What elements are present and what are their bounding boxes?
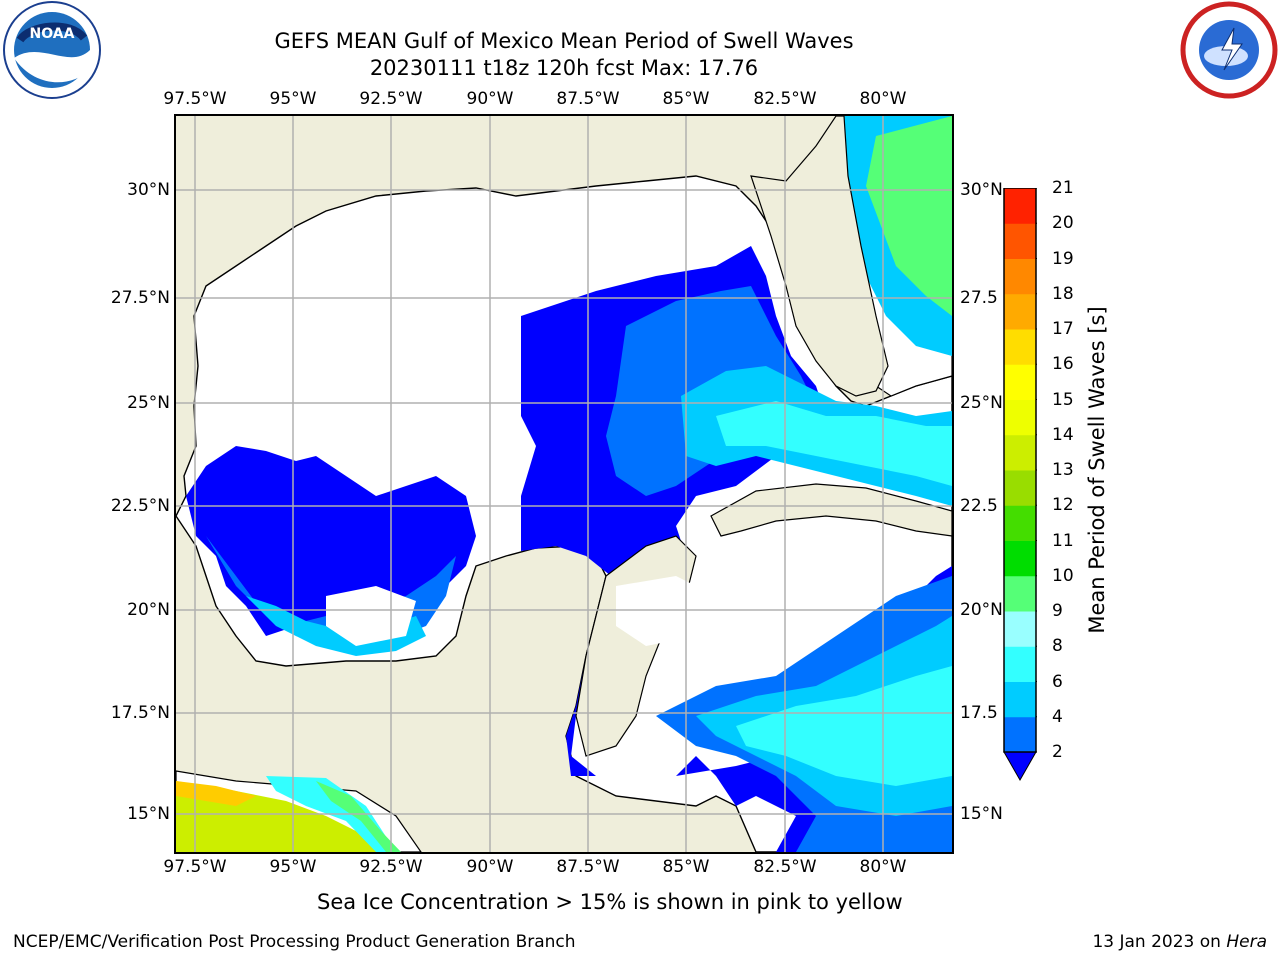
- nodata-patch: [616, 576, 716, 646]
- lat-tick-right: 25°N: [960, 393, 1003, 413]
- colorbar-segment: [1004, 364, 1036, 400]
- colorbar-tick: 8: [1052, 636, 1063, 657]
- lat-tick-right: 15°N: [960, 804, 1003, 824]
- colorbar-tick: 13: [1052, 460, 1074, 480]
- lat-tick-right: 22.5: [960, 496, 998, 516]
- sea-ice-note: Sea Ice Concentration > 15% is shown in …: [317, 890, 903, 914]
- lat-tick-right: 27.5: [960, 288, 998, 308]
- swell-6-8-south: [736, 666, 952, 786]
- lat-tick-right: 17.5: [960, 703, 998, 723]
- colorbar-segment: [1004, 505, 1036, 541]
- lat-tick-left: 15°N: [127, 804, 170, 824]
- colorbar-tick: 2: [1052, 742, 1063, 762]
- lon-tick-top: 92.5°W: [359, 89, 423, 109]
- colorbar-tick: 6: [1052, 671, 1063, 692]
- lon-tick-bottom: 97.5°W: [163, 857, 227, 877]
- map-panel: [174, 114, 954, 854]
- colorbar-segment: [1004, 188, 1036, 224]
- colorbar-tick: 20: [1052, 213, 1074, 234]
- colorbar-segment: [1004, 681, 1036, 718]
- lon-tick-bottom: 92.5°W: [359, 857, 423, 877]
- colorbar-extend-under: [1003, 751, 1037, 782]
- colorbar-segment: [1004, 223, 1036, 259]
- cuba: [710, 483, 952, 537]
- lon-tick-bottom: 87.5°W: [556, 857, 620, 877]
- svg-text:NOAA: NOAA: [30, 26, 75, 42]
- colorbar-tick: 21: [1052, 178, 1074, 198]
- lon-tick-bottom: 85°W: [662, 857, 710, 877]
- colorbar-tick: 9: [1052, 601, 1063, 621]
- lat-tick-left: 22.5°N: [110, 496, 170, 516]
- lat-tick-right: 30°N: [960, 180, 1003, 200]
- colorbar-segment: [1004, 611, 1036, 647]
- colorbar-segment: [1004, 540, 1036, 577]
- chart-title: GEFS MEAN Gulf of Mexico Mean Period of …: [274, 29, 854, 53]
- colorbar-tick: 4: [1052, 706, 1063, 727]
- lat-tick-left: 17.5°N: [110, 703, 170, 723]
- lon-tick-bottom: 80°W: [859, 857, 907, 877]
- lat-tick-left: 27.5°N: [110, 288, 170, 308]
- colorbar-tick: 17: [1052, 319, 1074, 339]
- lon-tick-top: 80°W: [859, 89, 907, 109]
- lat-tick-left: 25°N: [127, 393, 170, 413]
- lon-tick-top: 90°W: [466, 89, 514, 109]
- lat-tick-left: 30°N: [127, 180, 170, 200]
- lon-tick-bottom: 95°W: [269, 857, 317, 877]
- footer-date: 13 Jan 2023 on Hera: [1092, 932, 1267, 952]
- colorbar-segment: [1004, 434, 1036, 471]
- graticule: [176, 116, 952, 852]
- pacific-orange: [176, 781, 256, 806]
- lon-tick-top: 82.5°W: [753, 89, 817, 109]
- nodata-patch: [456, 321, 486, 361]
- lat-tick-right: 20°N: [960, 600, 1003, 620]
- colorbar-segment: [1004, 646, 1036, 682]
- swell-6-8: [716, 401, 952, 486]
- colorbar-tick: 19: [1052, 248, 1074, 269]
- colorbar-segment: [1004, 575, 1036, 612]
- colorbar-segment: [1004, 716, 1036, 753]
- colorbar-tick: 15: [1052, 389, 1074, 410]
- colorbar-tick: 11: [1052, 530, 1074, 551]
- colorbar-segment: [1004, 258, 1036, 295]
- colorbar-tick: 16: [1052, 354, 1074, 375]
- swell-under-west: [186, 446, 476, 636]
- nodata-patch: [326, 586, 416, 646]
- colorbar-segment: [1004, 470, 1036, 506]
- lat-tick-left: 20°N: [127, 600, 170, 620]
- colorbar-tick: 18: [1052, 283, 1074, 304]
- lon-tick-top: 87.5°W: [556, 89, 620, 109]
- lon-tick-top: 85°W: [662, 89, 710, 109]
- pacific-green: [316, 781, 401, 852]
- swell-9-10: [866, 116, 952, 316]
- footer-host: Hera: [1226, 932, 1267, 952]
- colorbar-segment: [1004, 399, 1036, 436]
- footer-date-text: 13 Jan 2023 on: [1092, 932, 1227, 952]
- colorbar-tick: 10: [1052, 565, 1074, 586]
- lon-tick-bottom: 82.5°W: [753, 857, 817, 877]
- colorbar-segment: [1004, 329, 1036, 365]
- nws-logo: [1178, 0, 1280, 104]
- noaa-logo: NOAA: [0, 0, 104, 108]
- footer-branch: NCEP/EMC/Verification Post Processing Pr…: [13, 932, 576, 952]
- lon-tick-bottom: 90°W: [466, 857, 514, 877]
- colorbar-segment: [1004, 293, 1036, 330]
- lon-tick-top: 97.5°W: [163, 89, 227, 109]
- colorbar-label: Mean Period of Swell Waves [s]: [1085, 306, 1109, 634]
- chart-subtitle: 20230111 t18z 120h fcst Max: 17.76: [369, 56, 759, 80]
- colorbar-tick: 12: [1052, 495, 1074, 516]
- lon-tick-top: 95°W: [269, 89, 317, 109]
- colorbar: [1003, 187, 1037, 788]
- colorbar-tick: 14: [1052, 424, 1074, 445]
